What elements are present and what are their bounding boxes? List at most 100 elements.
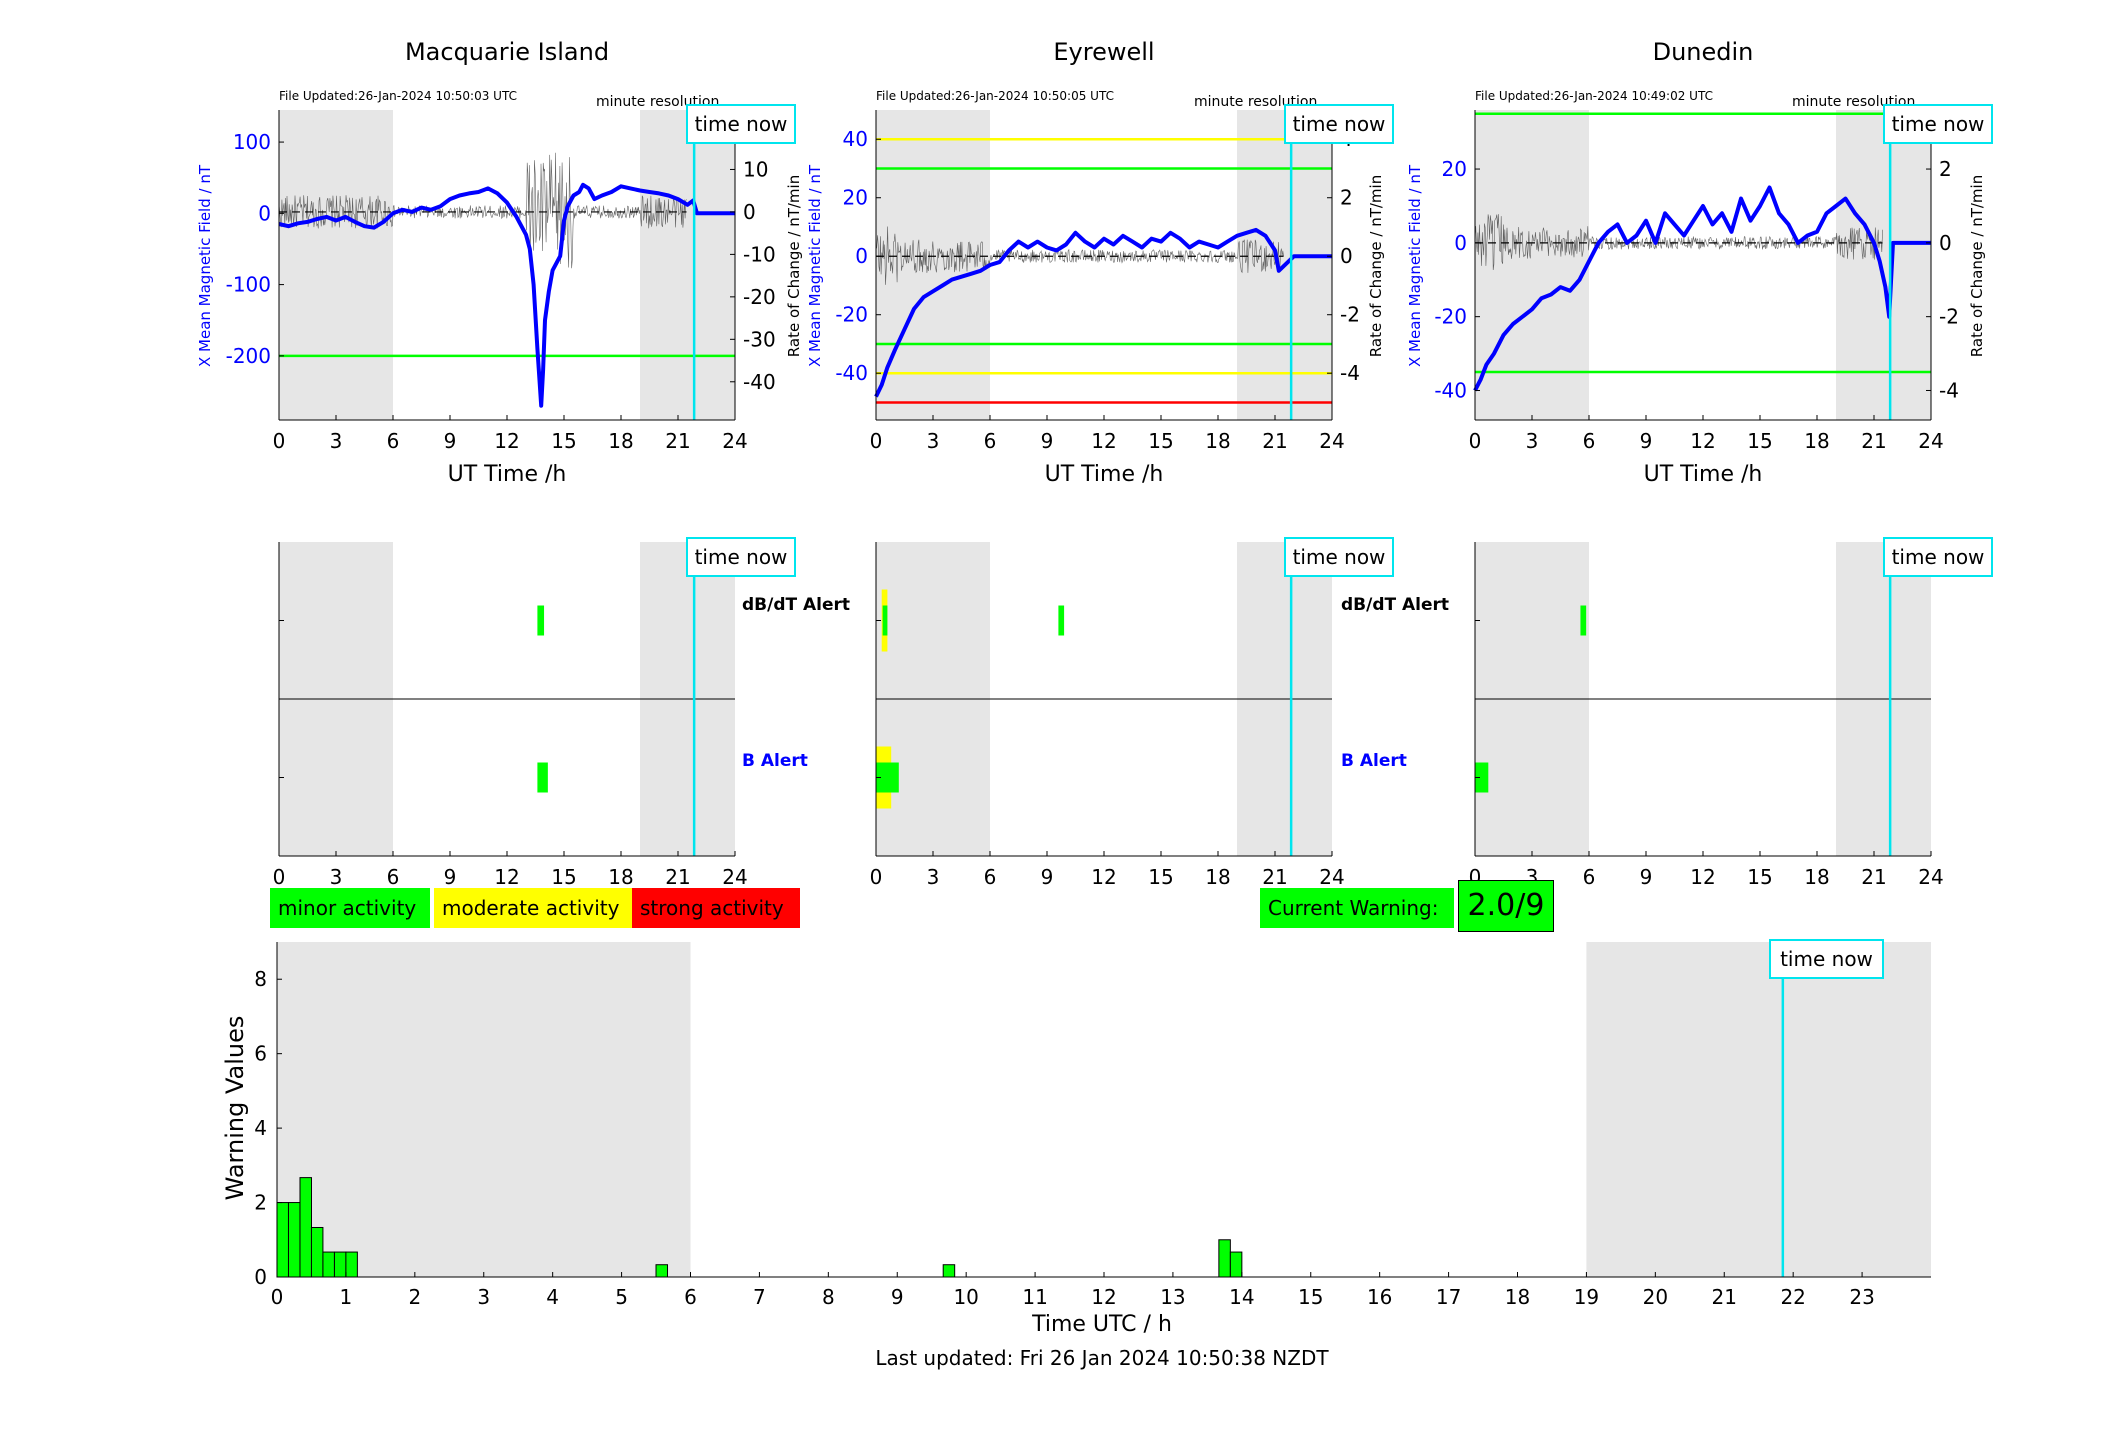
y-tick-label: 40	[843, 127, 868, 151]
x-tick-label: 24	[1918, 865, 1943, 889]
warning-bar	[299, 1177, 312, 1278]
x-tick-label: 21	[665, 429, 690, 453]
x-tick-label: 18	[608, 429, 633, 453]
x-tick-label: 9	[891, 1285, 904, 1309]
x-tick-label: 5	[615, 1285, 628, 1309]
x-tick-label: 12	[494, 865, 519, 889]
night-shade	[1475, 110, 1589, 420]
x-tick-label: 6	[984, 865, 997, 889]
dbdt-alert-event	[882, 605, 888, 636]
rate-of-change-line	[875, 226, 1284, 285]
x-tick-label: 6	[684, 1285, 697, 1309]
x-tick-label: 15	[551, 865, 576, 889]
warning-bar	[322, 1251, 335, 1278]
legend-minor-activity: minor activity	[270, 888, 430, 928]
y-tick-label: -100	[226, 273, 271, 297]
y-right-tick-label: 2	[1939, 157, 1952, 181]
x-tick-label: 12	[1690, 429, 1715, 453]
x-tick-label: 23	[1849, 1285, 1874, 1309]
x-tick-label: 1	[340, 1285, 353, 1309]
y-tick-label: 0	[258, 201, 271, 225]
y-tick-label: 6	[254, 1042, 267, 1066]
x-tick-label: 18	[1804, 865, 1829, 889]
y-right-tick-label: -10	[743, 242, 776, 266]
warning-values-chart: 0 1 2 3 4 5 6 7 8 9 10 11 12 13 14 15 16 17 18 19 20 21 22 2302…	[254, 942, 1931, 1309]
legend-strong-activity: strong activity	[632, 888, 800, 928]
x-tick-label: 3	[330, 865, 343, 889]
x-tick-label: 24	[1918, 429, 1943, 453]
y-right-tick-label: 0	[743, 200, 756, 224]
y-tick-label: 8	[254, 967, 267, 991]
x-tick-label: 3	[927, 429, 940, 453]
x-tick-label: 9	[444, 865, 457, 889]
y-right-tick-label: -20	[743, 285, 776, 309]
x-tick-label: 9	[1640, 429, 1653, 453]
x-tick-label: 13	[1160, 1285, 1185, 1309]
y-right-tick-label: -30	[743, 327, 776, 351]
file-updated-macquarie: File Updated:26-Jan-2024 10:50:03 UTC	[279, 89, 517, 103]
x-tick-label: 18	[1804, 429, 1829, 453]
y-tick-label: -200	[226, 344, 271, 368]
x-tick-label: 21	[1861, 429, 1886, 453]
y-tick-label: 4	[254, 1116, 267, 1140]
xlabel-eyrewell: UT Time /h	[1044, 462, 1164, 487]
warning-bar	[1229, 1251, 1243, 1278]
x-tick-label: 0	[1469, 429, 1482, 453]
time-now-box-macquarie: time now	[686, 104, 796, 144]
x-tick-label: 3	[1526, 429, 1539, 453]
legend-moderate-activity: moderate activity	[434, 888, 632, 928]
y-right-tick-label: 2	[1340, 186, 1353, 210]
x-tick-label: 18	[1505, 1285, 1530, 1309]
ylabel-right-macquarie: Rate of Change / nT/min	[785, 174, 803, 358]
x-tick-label: 12	[1091, 865, 1116, 889]
x-tick-label: 18	[1205, 429, 1230, 453]
warning-bar	[310, 1226, 324, 1278]
x-tick-label: 16	[1367, 1285, 1392, 1309]
x-tick-label: 15	[1747, 865, 1772, 889]
station-title-dunedin: Dunedin	[1652, 38, 1754, 66]
b-alert-event	[537, 762, 548, 793]
b-alert-label-1: B Alert	[742, 751, 808, 771]
y-tick-label: 20	[1442, 157, 1467, 181]
night-shade	[1836, 110, 1931, 420]
time-now-box-alert-macquarie: time now	[686, 537, 796, 577]
warning-bar	[942, 1264, 956, 1278]
time-now-box-warning: time now	[1769, 939, 1884, 979]
y-right-tick-label: -4	[1340, 361, 1360, 385]
x-tick-label: 24	[1319, 865, 1344, 889]
b-alert-event	[876, 762, 899, 793]
field-series-line	[874, 227, 1332, 398]
warning-bar	[655, 1264, 669, 1278]
x-tick-label: 6	[1583, 429, 1596, 453]
x-tick-label: 15	[1148, 865, 1173, 889]
rate-of-change-line	[1474, 214, 1883, 271]
alert-chart-eyrewell: 0 3 6 9 12 15 18 21 24	[870, 542, 1345, 889]
y-right-tick-label: -2	[1340, 303, 1360, 327]
y-right-tick-label: 10	[743, 157, 768, 181]
x-tick-label: 9	[1041, 865, 1054, 889]
current-warning-value: 2.0/9	[1458, 880, 1554, 932]
ylabel-right-dunedin: Rate of Change / nT/min	[1968, 174, 1986, 358]
x-tick-label: 15	[1747, 429, 1772, 453]
dbdt-alert-event	[1058, 605, 1065, 636]
x-tick-label: 12	[494, 429, 519, 453]
x-tick-label: 9	[1041, 429, 1054, 453]
y-tick-label: 0	[254, 1265, 267, 1289]
y-tick-label: 2	[254, 1191, 267, 1215]
x-tick-label: 7	[753, 1285, 766, 1309]
xlabel-dunedin: UT Time /h	[1643, 462, 1763, 487]
y-right-tick-label: -2	[1939, 305, 1959, 329]
ylabel-right-eyrewell: Rate of Change / nT/min	[1367, 174, 1385, 358]
x-tick-label: 21	[665, 865, 690, 889]
ylabel-left-dunedin: X Mean Magnetic Field / nT	[1406, 164, 1424, 368]
dbdt-alert-event	[537, 605, 545, 636]
rate-of-change-line	[278, 152, 687, 269]
time-now-box-alert-eyrewell: time now	[1284, 537, 1394, 577]
y-tick-label: 100	[233, 130, 271, 154]
x-tick-label: 17	[1436, 1285, 1461, 1309]
x-tick-label: 6	[1583, 865, 1596, 889]
x-tick-label: 21	[1861, 865, 1886, 889]
